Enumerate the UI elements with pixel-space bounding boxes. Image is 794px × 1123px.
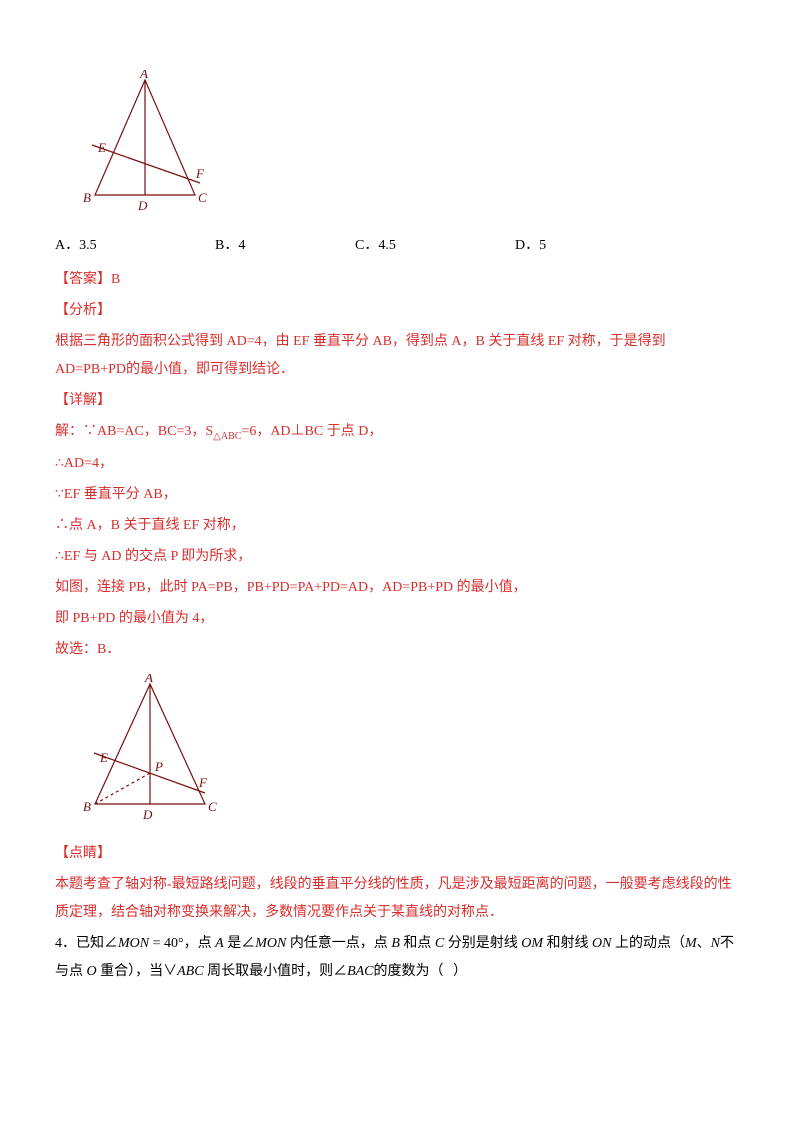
q4-f: 分别是射线 <box>444 936 521 951</box>
q4-d: 内任意一点，点 <box>286 936 391 951</box>
detail-line-7: 即 PB+PD 的最小值为 4， <box>55 605 739 633</box>
detail-line-6: 如图，连接 PB，此时 PA=PB，PB+PD=PA+PD=AD，AD=PB+P… <box>55 574 739 602</box>
svg-text:E: E <box>99 750 108 765</box>
hint-label: 【点睛】 <box>55 840 739 868</box>
svg-text:B: B <box>83 799 91 814</box>
svg-text:A: A <box>144 674 153 685</box>
option-a: A．3.5 <box>55 232 215 260</box>
svg-text:D: D <box>142 807 153 822</box>
svg-text:B: B <box>83 190 91 205</box>
q4-N: N <box>711 936 720 951</box>
analysis-text: 根据三角形的面积公式得到 AD=4，由 EF 垂直平分 AB，得到点 A，B 关… <box>55 328 739 384</box>
svg-text:C: C <box>208 799 217 814</box>
svg-text:C: C <box>198 190 207 205</box>
detail-label: 【详解】 <box>55 387 739 415</box>
q4-g: 和射线 <box>543 936 592 951</box>
analysis-label: 【分析】 <box>55 297 739 325</box>
q4-paren <box>444 964 454 979</box>
q4-i: 、 <box>697 936 711 951</box>
q4-B: B <box>391 936 400 951</box>
triangle-diagram-2: A B C D E F P <box>70 674 225 824</box>
triangle-diagram-1: A B C D E F <box>70 70 220 215</box>
d1-sub: △ABC <box>213 431 241 442</box>
q4-b: = 40°，点 <box>149 936 215 951</box>
svg-text:F: F <box>198 775 208 790</box>
svg-text:A: A <box>139 70 148 81</box>
q4-ON: ON <box>592 936 611 951</box>
q4-l: 周长取最小值时，则∠ <box>204 964 348 979</box>
hint-text: 本题考查了轴对称-最短路线问题，线段的垂直平分线的性质，凡是涉及最短距离的问题，… <box>55 871 739 927</box>
q4-M: M <box>685 936 697 951</box>
q4-h: 上的动点（ <box>611 936 685 951</box>
q4-OM: OM <box>521 936 543 951</box>
detail-line-5: ∴EF 与 AD 的交点 P 即为所求， <box>55 543 739 571</box>
d1-a: 解：∵AB=AC，BC=3，S <box>55 424 213 439</box>
svg-text:E: E <box>97 140 106 155</box>
option-c: C．4.5 <box>355 232 515 260</box>
q4-O: O <box>87 964 97 979</box>
question-4: 4．已知∠MON = 40°，点 A 是∠MON 内任意一点，点 B 和点 C … <box>55 930 739 986</box>
figure-1: A B C D E F <box>70 70 739 226</box>
q4-c: 是∠ <box>224 936 256 951</box>
q4-m: 的度数为（ <box>374 964 444 979</box>
q4-ABC: ABC <box>177 964 203 979</box>
q4-mon2: MON <box>255 936 286 951</box>
svg-text:P: P <box>154 759 163 774</box>
q4-n: ） <box>453 964 467 979</box>
q4-e: 和点 <box>400 936 435 951</box>
d1-tail: =6，AD⊥BC 于点 D， <box>241 424 382 439</box>
q4-BAC: BAC <box>347 964 373 979</box>
detail-line-4: ∴点 A，B 关于直线 EF 对称， <box>55 512 739 540</box>
q4-k: 重合），当∨ <box>97 964 178 979</box>
q4-a: 4．已知∠ <box>55 936 118 951</box>
detail-line-8: 故选：B． <box>55 636 739 664</box>
q4-C: C <box>435 936 444 951</box>
option-d: D．5 <box>515 232 546 260</box>
svg-text:F: F <box>195 166 205 181</box>
detail-line-1: 解：∵AB=AC，BC=3，S△ABC=6，AD⊥BC 于点 D， <box>55 418 739 447</box>
q4-mon: MON <box>118 936 149 951</box>
answer-label: 【答案】B <box>55 266 739 294</box>
option-b: B．4 <box>215 232 355 260</box>
q4-A: A <box>215 936 224 951</box>
figure-2: A B C D E F P <box>70 674 739 835</box>
detail-line-3: ∵EF 垂直平分 AB， <box>55 481 739 509</box>
detail-line-2: ∴AD=4， <box>55 450 739 478</box>
options-row: A．3.5 B．4 C．4.5 D．5 <box>55 232 739 260</box>
svg-text:D: D <box>137 198 148 213</box>
